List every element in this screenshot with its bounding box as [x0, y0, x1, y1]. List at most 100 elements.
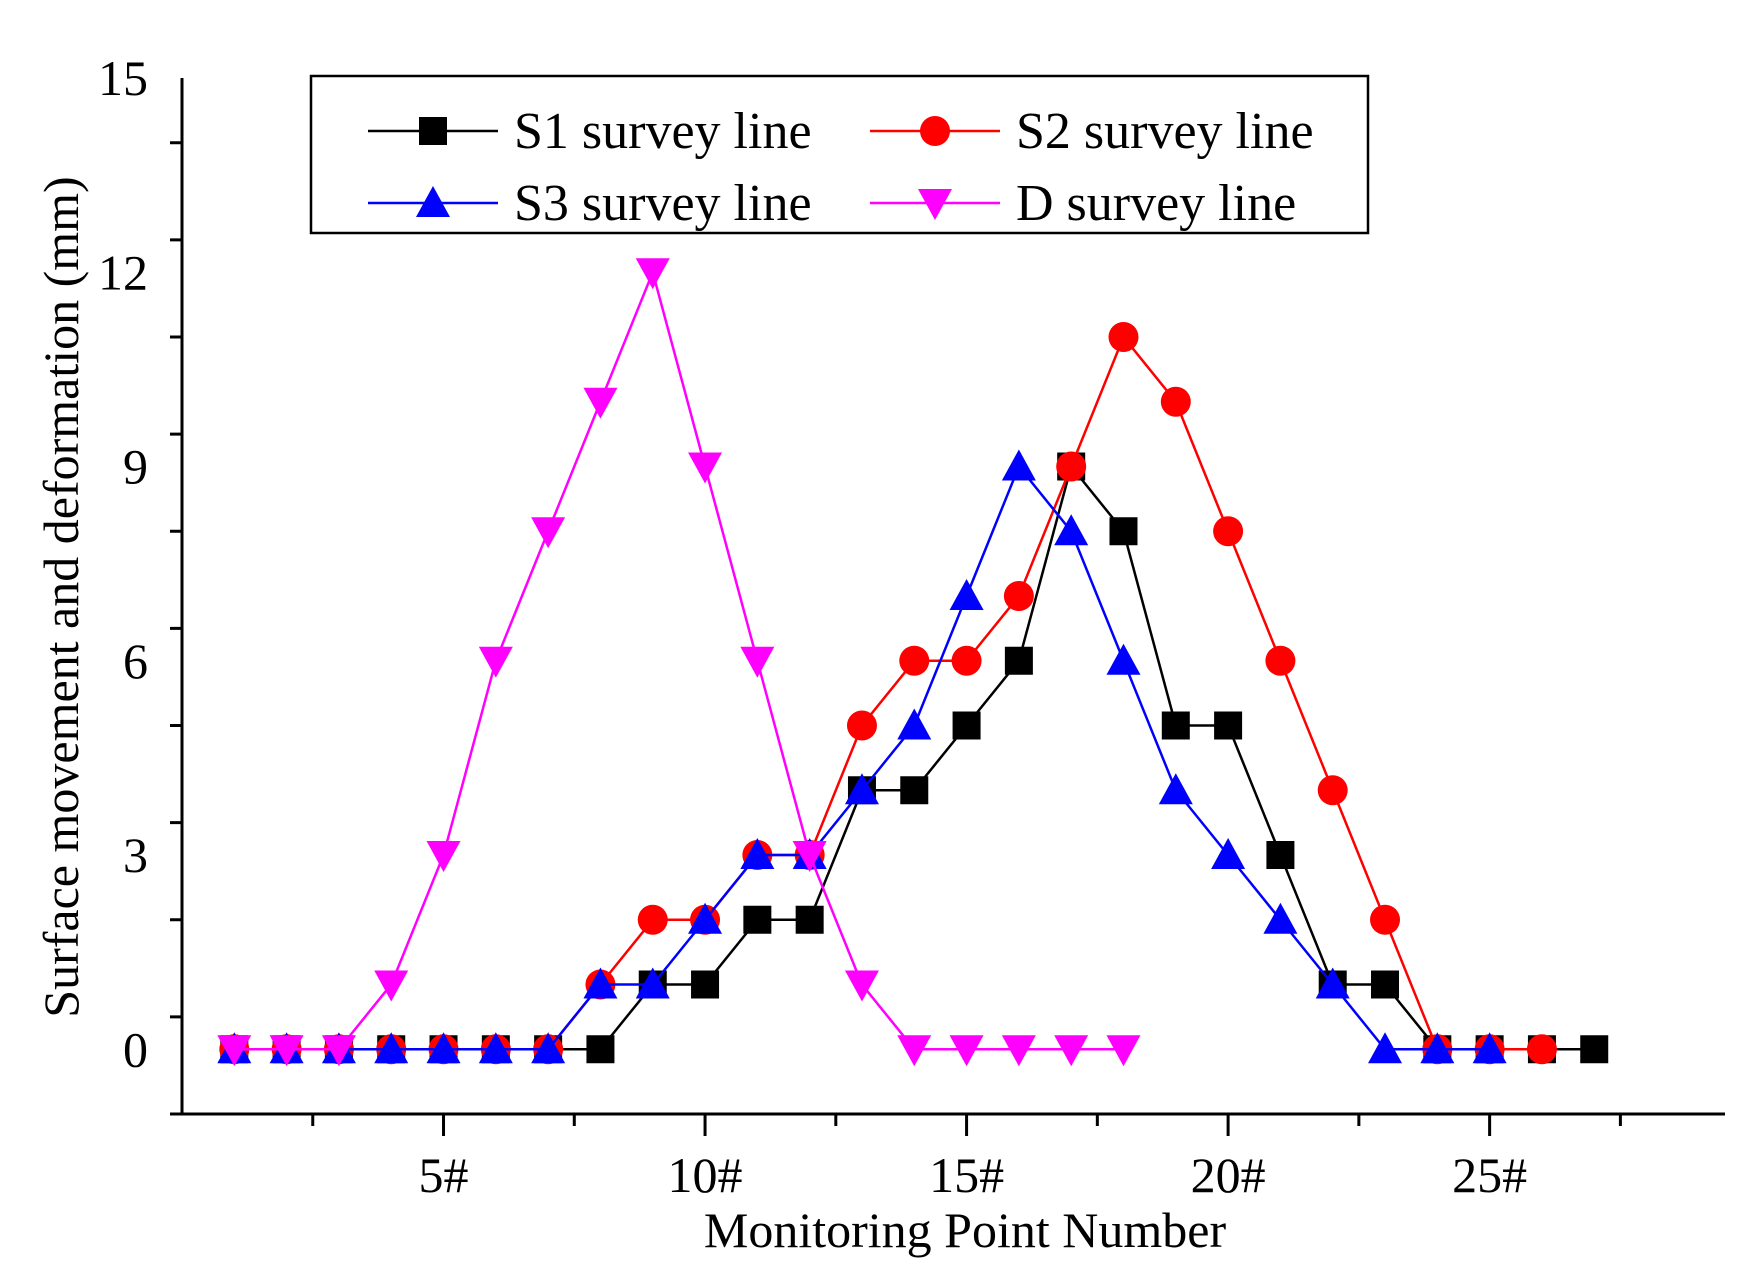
data-point [795, 905, 824, 934]
legend-label: S3 survey line [514, 175, 812, 232]
data-point [1213, 516, 1244, 547]
data-point [949, 579, 984, 610]
data-point [1001, 449, 1036, 481]
data-point [951, 645, 982, 676]
data-point [1214, 711, 1243, 740]
data-point [792, 841, 827, 872]
y-tick-label: 6 [123, 633, 148, 689]
data-point [426, 841, 461, 872]
data-point [1003, 581, 1034, 611]
data-point [1001, 1035, 1036, 1067]
y-tick-label: 9 [123, 439, 148, 495]
data-point [1317, 775, 1348, 806]
series-3 [217, 449, 1507, 1064]
data-point [426, 1032, 461, 1064]
data-point [217, 1035, 252, 1067]
data-point [1266, 841, 1295, 869]
data-point [637, 904, 668, 935]
data-point [586, 1035, 615, 1064]
data-point [1109, 517, 1138, 546]
data-point [1158, 773, 1193, 805]
data-point [688, 452, 723, 484]
series-2 [219, 322, 1557, 1065]
series-layer [217, 258, 1609, 1067]
series-4 [217, 258, 1141, 1067]
data-point [1108, 322, 1139, 352]
legend-entry: S3 survey line [368, 175, 812, 232]
y-tick-label: 3 [123, 827, 148, 883]
legend-entry: D survey line [870, 175, 1296, 232]
legend-marker [419, 117, 447, 145]
data-point [1472, 1032, 1507, 1064]
data-point [949, 1035, 984, 1067]
data-point [1056, 451, 1087, 482]
data-point [635, 258, 670, 290]
data-point [1315, 967, 1350, 999]
legend-entry: S2 survey line [870, 103, 1314, 160]
series-line [234, 463, 1595, 1051]
data-point [1370, 904, 1401, 935]
data-point [269, 1035, 304, 1067]
data-point [478, 646, 513, 678]
data-point [1211, 838, 1246, 869]
y-tick-label: 15 [98, 50, 148, 106]
x-tick-label: 15# [929, 1147, 1004, 1203]
data-point [374, 970, 409, 1002]
data-point [1004, 646, 1033, 675]
data-point [321, 1035, 356, 1067]
data-point [374, 1032, 409, 1064]
legend-label: S1 survey line [514, 103, 812, 160]
legend-label: S2 survey line [1016, 103, 1314, 160]
data-point [1161, 711, 1190, 740]
data-point [740, 646, 775, 678]
legend-marker [918, 189, 952, 220]
legend-label: D survey line [1016, 175, 1296, 232]
data-point [1106, 643, 1141, 675]
data-point [1420, 1032, 1455, 1064]
data-point [846, 710, 877, 741]
data-point [1054, 1035, 1089, 1067]
data-point [899, 645, 930, 676]
data-point [1368, 1032, 1403, 1064]
legend-marker [416, 186, 450, 217]
y-tick-label: 12 [98, 244, 148, 300]
series-1 [220, 452, 1609, 1064]
data-point [531, 1032, 566, 1064]
data-point [844, 970, 879, 1002]
data-point [897, 708, 932, 740]
series-line [234, 268, 1124, 1051]
legend-box [309, 74, 1370, 235]
axes: 0 3 6 9 12 15 5# 10# 15# 20# 25# [98, 50, 1725, 1203]
legend-entry: S1 survey line [368, 103, 812, 160]
data-point [1106, 1035, 1141, 1067]
x-tick-label: 25# [1452, 1147, 1527, 1203]
data-point [583, 967, 618, 999]
series-line [234, 464, 1490, 1051]
x-tick-label: 5# [419, 1147, 469, 1203]
y-axis-title: Surface movement and deformation (mm) [33, 176, 89, 1017]
data-point [1265, 645, 1296, 676]
data-point [743, 905, 772, 934]
data-point [844, 773, 879, 805]
data-point [740, 838, 775, 869]
data-point [1263, 902, 1298, 934]
data-point [1526, 1034, 1557, 1065]
data-point [478, 1032, 513, 1064]
series-line [234, 334, 1542, 1051]
data-point [531, 517, 566, 549]
data-point [1054, 514, 1089, 546]
data-point [1160, 386, 1191, 417]
x-axis-title: Monitoring Point Number [704, 1202, 1227, 1258]
data-point [900, 776, 929, 805]
data-point [952, 711, 981, 740]
data-point [897, 1035, 932, 1067]
data-point [1580, 1035, 1609, 1064]
x-tick-label: 20# [1191, 1147, 1266, 1203]
x-tick-label: 10# [668, 1147, 743, 1203]
legend-marker [920, 116, 950, 146]
data-point [688, 902, 723, 934]
data-point [635, 967, 670, 999]
data-point [1371, 970, 1400, 999]
